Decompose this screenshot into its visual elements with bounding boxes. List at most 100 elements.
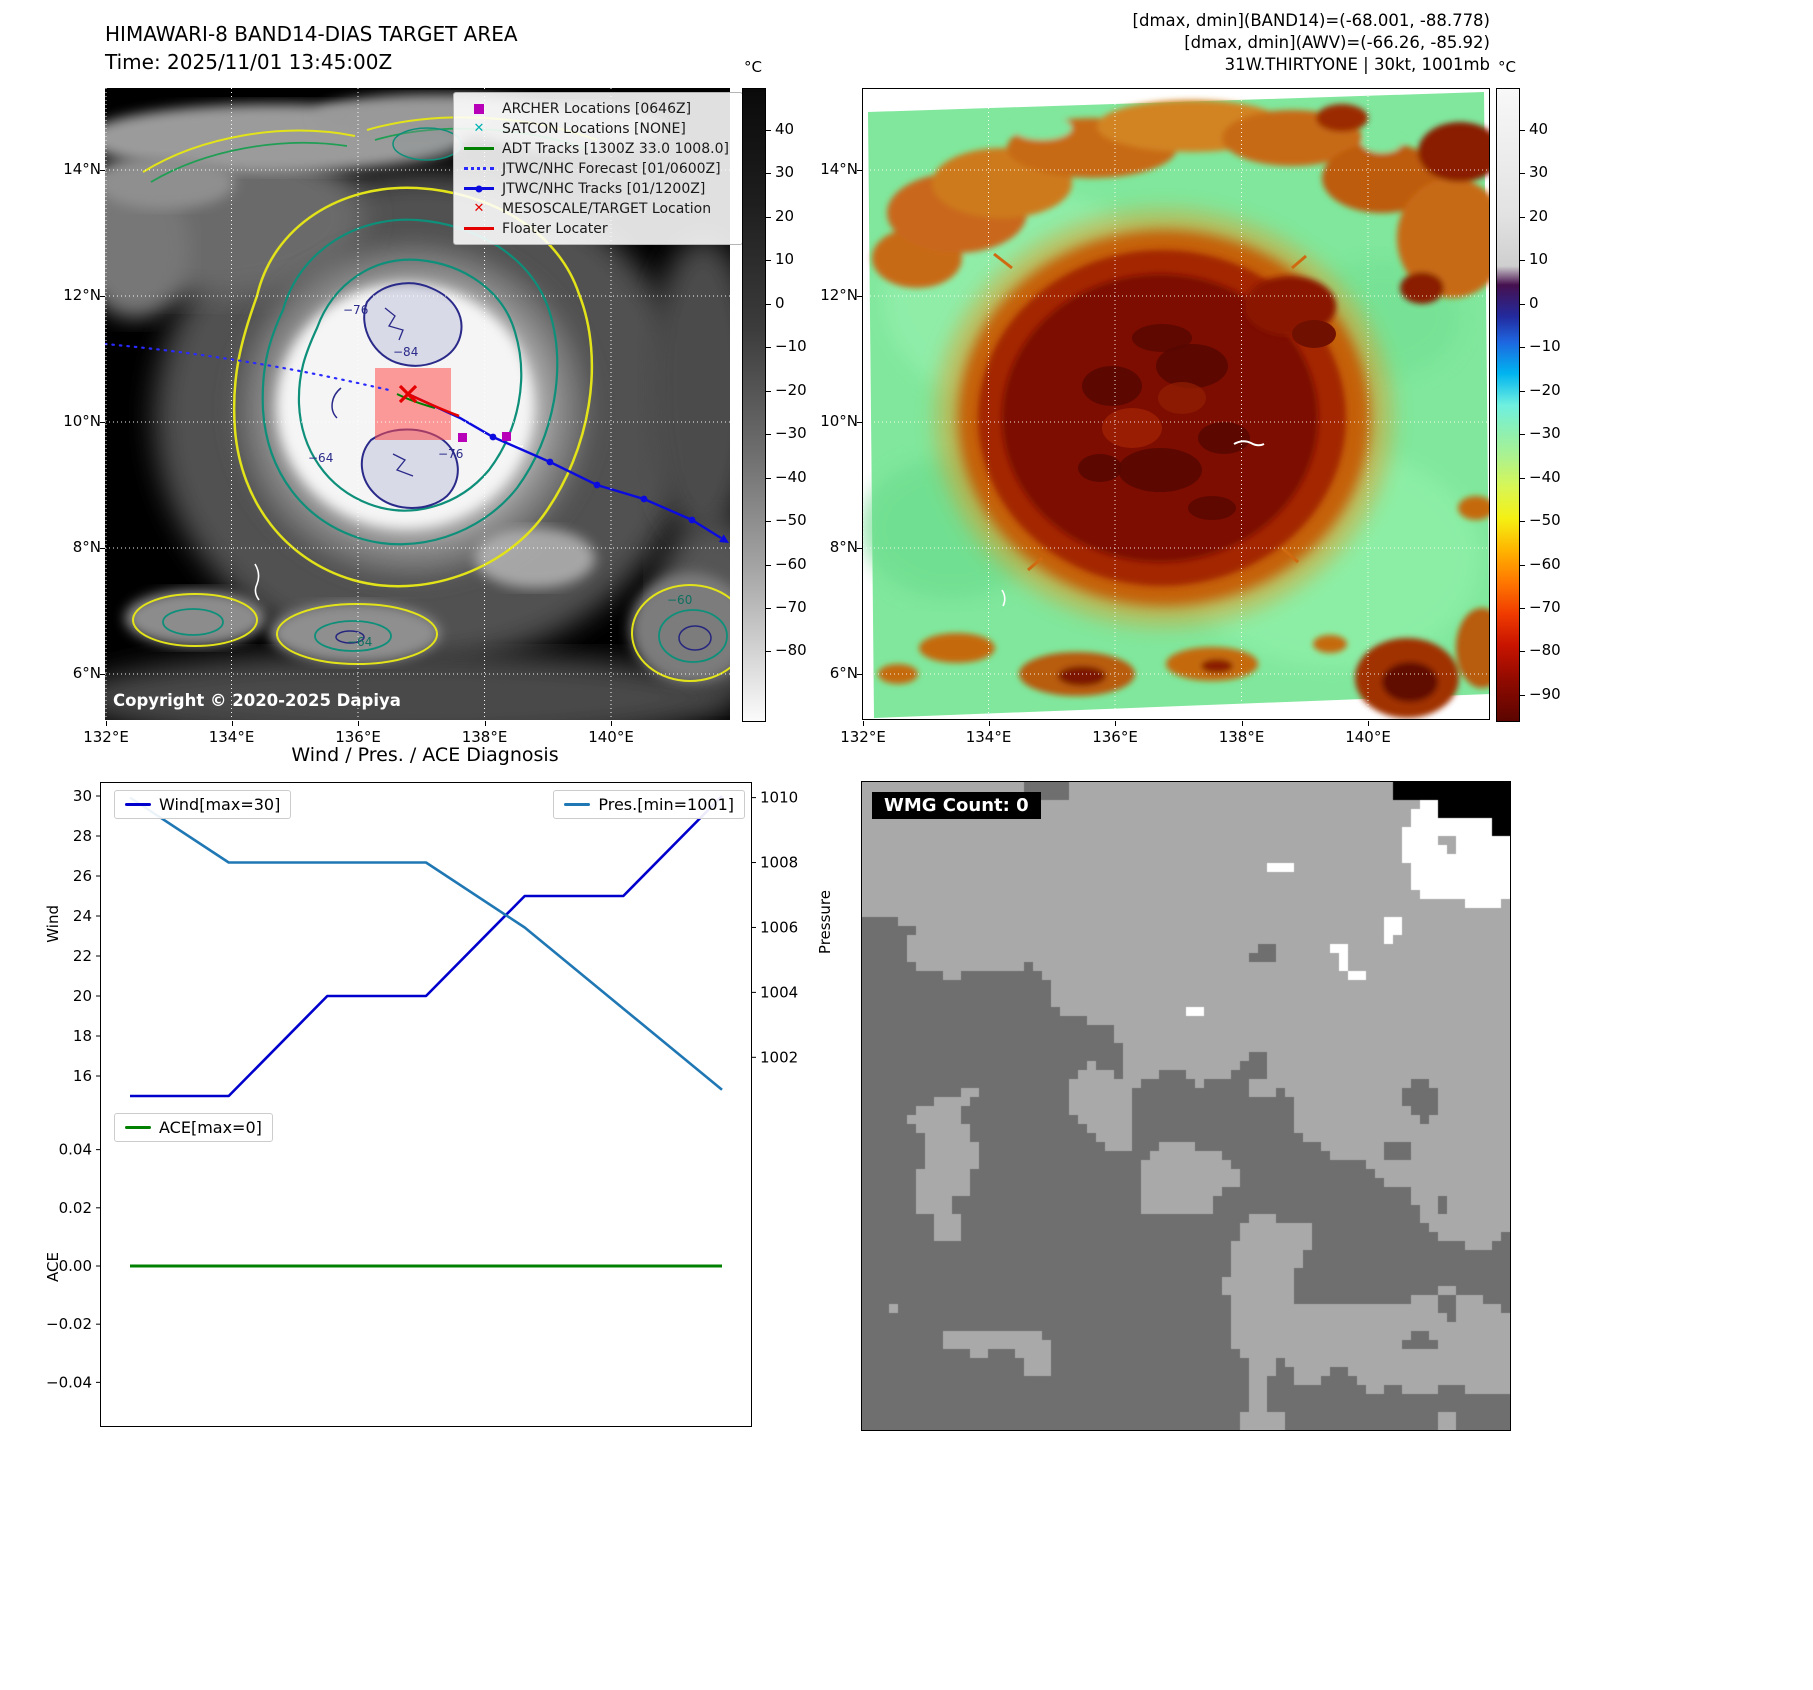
coastline [1233, 440, 1265, 447]
legend-item-label: SATCON Locations [NONE] [502, 120, 686, 137]
colorbar-tick-label: −40 [775, 467, 807, 486]
tick-mark [766, 129, 771, 131]
awv-satellite-image [862, 88, 1490, 720]
lat-tick-label: 12°N [820, 286, 858, 304]
ace-tick-label: −0.02 [46, 1315, 92, 1333]
lat-tick-label: 6°N [829, 664, 858, 682]
tick-mark [766, 260, 771, 262]
contour-label: −76 [438, 447, 463, 461]
wmg-panel: WMG Count: 0 [861, 781, 1511, 1431]
band14-colorbar-unit: °C [744, 58, 762, 76]
wind-tick-label: 26 [73, 867, 92, 885]
lat-tick-label: 14°N [820, 160, 858, 178]
lon-tick-label: 140°E [1345, 728, 1391, 746]
colorbar-tick-label: 0 [1529, 293, 1539, 312]
tick-mark [766, 608, 771, 609]
wind-tick-label: 24 [73, 907, 92, 925]
track-point [489, 433, 497, 441]
line-marker-icon [462, 142, 496, 156]
colorbar-tick-label: −60 [1529, 554, 1561, 573]
legend-item-label: JTWC/NHC Tracks [01/1200Z] [502, 180, 706, 197]
colorbar-tick-label: −80 [775, 641, 807, 660]
contour-navy-top [363, 282, 463, 367]
tick-mark [1241, 721, 1243, 726]
floater-line [407, 392, 460, 418]
colorbar-tick-label: 40 [1529, 119, 1549, 138]
tick-mark [1115, 721, 1116, 726]
wind-pressure-chart: 16 18 20 22 24 26 28 30 1002 1004 1006 1008 1010 Win… [73, 782, 798, 1107]
line-marker-icon [462, 222, 496, 236]
pressure-tick-label: 1008 [760, 854, 798, 872]
target-area-box [375, 368, 451, 440]
band14-panel: −76 −84 −64 −76 −64 −60 ARCHER Locations [064… [105, 88, 743, 720]
contour-label: −84 [393, 345, 418, 359]
colorbar-tick-label: −70 [1529, 598, 1561, 616]
pres-legend: Pres.[min=1001] [553, 790, 745, 819]
colorbar-tick-label: −90 [1529, 684, 1561, 703]
ace-axis-label: ACE [44, 1252, 62, 1282]
tick-mark [766, 173, 771, 175]
wind-tick-label: 16 [73, 1067, 92, 1085]
top-cloud-band [872, 100, 1490, 304]
colorbar-tick-label: 20 [1529, 206, 1549, 225]
band14-time: Time: 2025/11/01 13:45:00Z [105, 50, 393, 74]
lat-tick-label: 12°N [63, 286, 101, 304]
tick-mark [766, 564, 771, 566]
tick-mark [358, 721, 359, 726]
pressure-tick-label: 1006 [760, 918, 798, 936]
awv-colorbar-unit: °C [1498, 58, 1516, 76]
legend-item-label: ARCHER Locations [0646Z] [502, 100, 692, 117]
map-legend: ARCHER Locations [0646Z] ✕ SATCON Location… [453, 92, 743, 245]
tick-mark [766, 651, 771, 653]
tick-mark [1520, 694, 1525, 696]
pressure-tick-label: 1004 [760, 983, 798, 1001]
tick-mark [766, 521, 771, 523]
track-arrowhead [718, 534, 729, 543]
tick-mark [1368, 721, 1369, 726]
tick-mark [106, 721, 107, 726]
tick-mark [1520, 303, 1525, 305]
line-series [130, 795, 723, 1098]
colorbar-tick-label: −70 [775, 598, 807, 616]
tick-mark [766, 434, 771, 436]
storm-core [936, 210, 1392, 626]
ace-legend-sample [125, 1125, 151, 1130]
colorbar-tick-label: 0 [775, 293, 785, 312]
ace-legend: ACE[max=0] [114, 1113, 273, 1142]
copyright-text: Copyright © 2020-2025 Dapiya [113, 691, 401, 710]
tick-mark [863, 721, 864, 726]
lon-tick-label: 138°E [1218, 728, 1265, 746]
archer-location [458, 433, 467, 442]
pres-legend-sample [564, 802, 591, 807]
jtwc-track [407, 392, 722, 540]
track-point [593, 481, 601, 489]
coastline [254, 563, 260, 601]
tick-mark [766, 390, 771, 392]
contour-navy-bottom [360, 428, 459, 509]
awv-header-line-2: [dmax, dmin](AWV)=(-66.26, -85.92) [1184, 33, 1490, 52]
tick-mark [766, 303, 771, 305]
colorbar-tick-label: 10 [775, 250, 795, 269]
colorbar-tick-label: −10 [775, 337, 807, 356]
tick-mark [1520, 390, 1525, 392]
dotted-marker-icon [462, 162, 496, 176]
tick-mark [611, 721, 612, 726]
ace-legend-label: ACE[max=0] [159, 1118, 262, 1137]
colorbar-tick-label: −50 [1529, 511, 1561, 530]
square-marker-icon [462, 102, 496, 116]
tick-mark [1520, 521, 1525, 523]
tick-mark [1520, 477, 1525, 479]
ace-tick-label: 0.00 [59, 1257, 92, 1275]
tick-mark [1520, 651, 1525, 653]
wind-axis-label: Wind [44, 905, 62, 943]
legend-item: ARCHER Locations [0646Z] [462, 100, 734, 117]
wmg-map [862, 782, 1510, 1430]
diagnosis-title: Wind / Pres. / ACE Diagnosis [291, 744, 559, 766]
wind-legend-sample [125, 802, 151, 807]
archer-location [502, 432, 511, 441]
ace-chart: 0.04 0.02 0.00 −0.02 −0.04 ACE[max=0] [46, 1106, 752, 1427]
tick-mark [988, 721, 990, 726]
tick-mark [1520, 608, 1525, 609]
contour-label: −64 [347, 635, 372, 649]
lat-tick-label: 10°N [63, 412, 101, 430]
